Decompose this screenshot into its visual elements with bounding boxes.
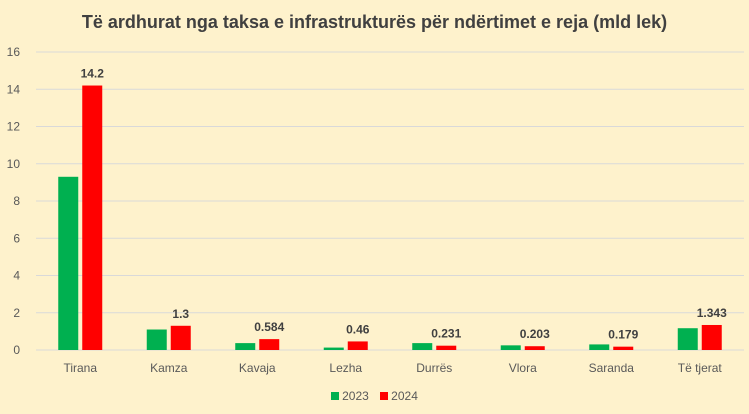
data-label: 0.231 (431, 327, 461, 341)
data-label: 0.179 (608, 328, 638, 342)
bar-2023 (500, 345, 521, 350)
y-tick-label: 14 (7, 82, 21, 96)
bar-2024 (613, 346, 634, 350)
legend: 2023 2024 (0, 389, 749, 403)
y-tick-label: 6 (13, 231, 20, 245)
bar-2023 (677, 328, 698, 350)
legend-label: 2024 (391, 389, 418, 403)
legend-swatch-2024 (380, 392, 389, 400)
x-tick-label: Vlora (509, 361, 537, 375)
legend-item-2023: 2023 (331, 389, 369, 403)
x-tick-label: Të tjerat (678, 361, 723, 375)
bar-2024 (170, 325, 191, 350)
y-tick-label: 10 (7, 157, 21, 171)
y-tick-label: 8 (13, 194, 20, 208)
y-tick-label: 4 (13, 269, 20, 283)
data-label: 1.343 (697, 306, 727, 320)
bar-2023 (589, 344, 610, 350)
bar-2024 (524, 346, 545, 350)
data-label: 0.584 (254, 320, 284, 334)
bar-2024 (701, 324, 722, 350)
bar-2023 (323, 347, 344, 350)
x-tick-label: Durrës (416, 361, 452, 375)
legend-swatch-2023 (331, 392, 340, 400)
chart-title: Të ardhurat nga taksa e infrastrukturës … (81, 12, 668, 32)
bar-2024 (82, 85, 103, 351)
x-tick-label: Tirana (63, 361, 97, 375)
bar-2024 (347, 341, 368, 350)
x-tick-label: Kavaja (239, 361, 276, 375)
data-label: 0.46 (346, 322, 370, 336)
y-tick-label: 0 (13, 343, 20, 357)
x-tick-label: Lezha (329, 361, 362, 375)
legend-item-2024: 2024 (380, 389, 418, 403)
bar-2023 (412, 343, 433, 350)
bar-2023 (235, 343, 256, 350)
bar-2023 (58, 176, 79, 350)
data-label: 1.3 (172, 307, 189, 321)
bar-2024 (259, 339, 280, 350)
bar-2023 (146, 329, 167, 350)
data-label: 0.203 (520, 327, 550, 341)
y-tick-label: 2 (13, 306, 20, 320)
x-tick-label: Kamza (150, 361, 188, 375)
y-tick-label: 12 (7, 120, 21, 134)
x-tick-label: Saranda (589, 361, 635, 375)
legend-label: 2023 (342, 389, 369, 403)
y-tick-label: 16 (7, 45, 21, 59)
bar-2024 (436, 345, 457, 350)
data-label: 14.2 (81, 67, 105, 81)
